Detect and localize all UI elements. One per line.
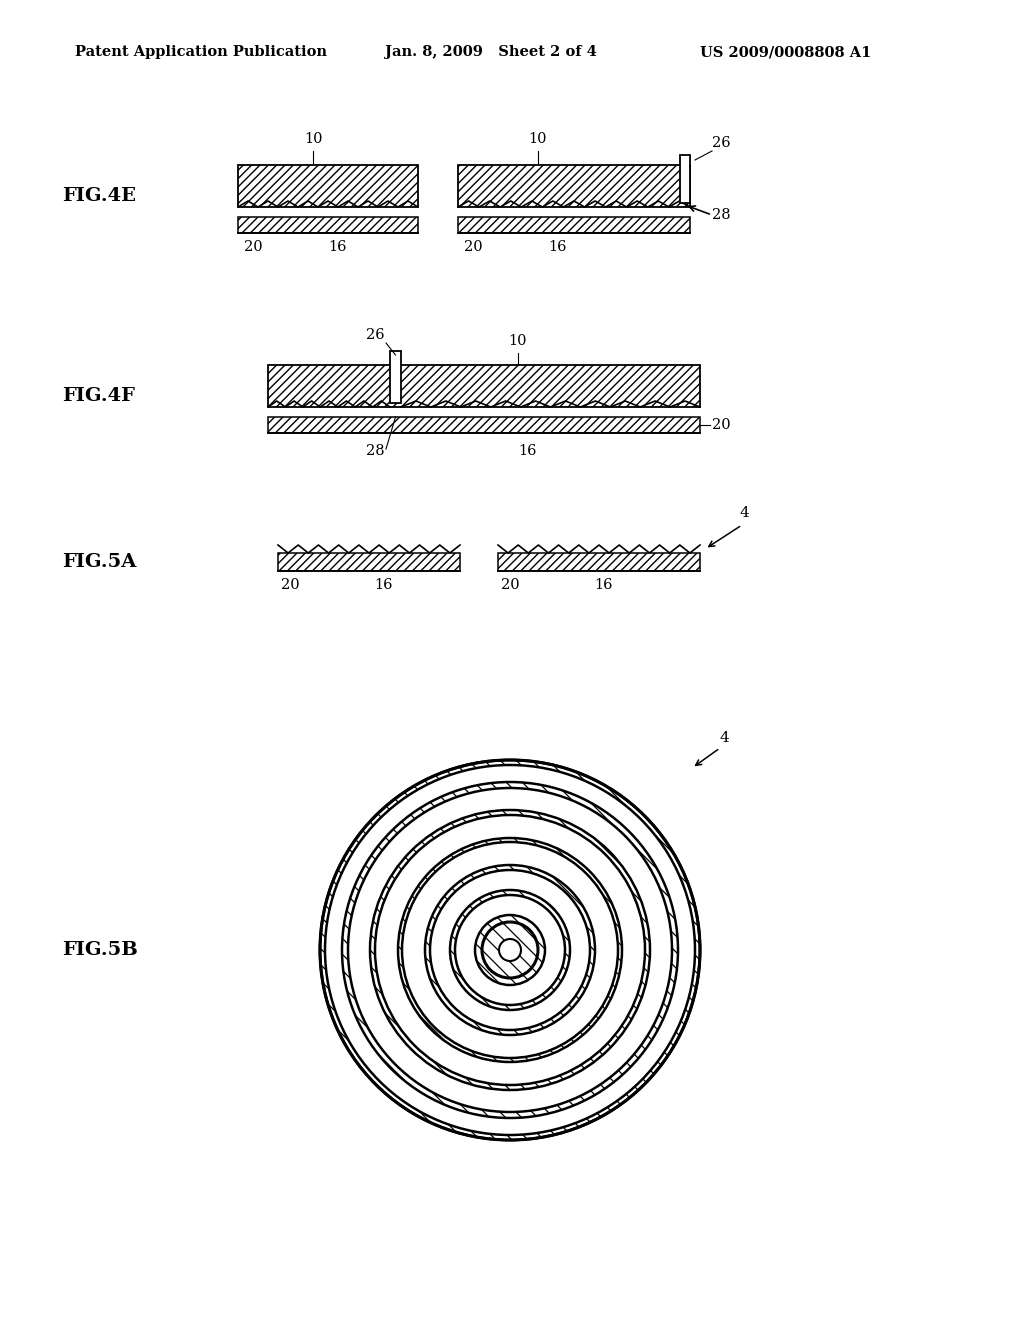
Text: 16: 16 (374, 578, 392, 591)
Text: FIG.5A: FIG.5A (62, 553, 136, 572)
Bar (458, 216, 690, 234)
Text: 20: 20 (501, 578, 519, 591)
Text: 10: 10 (528, 132, 547, 147)
Wedge shape (348, 788, 672, 1111)
Bar (238, 165, 418, 207)
Bar (680, 154, 690, 203)
Text: 20: 20 (712, 418, 731, 432)
Circle shape (319, 760, 700, 1140)
Bar (498, 553, 700, 572)
Bar (238, 216, 418, 234)
Text: 4: 4 (740, 506, 750, 520)
Wedge shape (375, 814, 645, 1085)
Text: US 2009/0008808 A1: US 2009/0008808 A1 (700, 45, 871, 59)
Text: 20: 20 (281, 578, 299, 591)
Text: FIG.4F: FIG.4F (62, 387, 135, 405)
Text: 16: 16 (519, 444, 538, 458)
Text: FIG.4E: FIG.4E (62, 187, 136, 205)
Text: 20: 20 (464, 240, 482, 253)
Text: 4: 4 (720, 731, 730, 744)
Text: 20: 20 (244, 240, 262, 253)
Bar (390, 351, 401, 403)
Text: 28: 28 (367, 444, 385, 458)
Text: Patent Application Publication: Patent Application Publication (75, 45, 327, 59)
Bar (278, 553, 460, 572)
Text: 16: 16 (329, 240, 347, 253)
Text: 10: 10 (304, 132, 323, 147)
Text: 26: 26 (367, 327, 385, 342)
Text: FIG.5B: FIG.5B (62, 941, 138, 960)
Wedge shape (325, 766, 695, 1135)
Bar (268, 366, 700, 407)
Text: 16: 16 (594, 578, 612, 591)
Text: 26: 26 (712, 136, 731, 150)
Bar (268, 417, 700, 433)
Text: 28: 28 (712, 209, 731, 222)
Wedge shape (402, 842, 618, 1059)
Text: 10: 10 (509, 334, 527, 348)
Text: 16: 16 (549, 240, 567, 253)
Bar (458, 165, 690, 207)
Wedge shape (430, 870, 590, 1030)
Text: Jan. 8, 2009   Sheet 2 of 4: Jan. 8, 2009 Sheet 2 of 4 (385, 45, 597, 59)
Wedge shape (455, 895, 565, 1005)
Circle shape (499, 939, 521, 961)
